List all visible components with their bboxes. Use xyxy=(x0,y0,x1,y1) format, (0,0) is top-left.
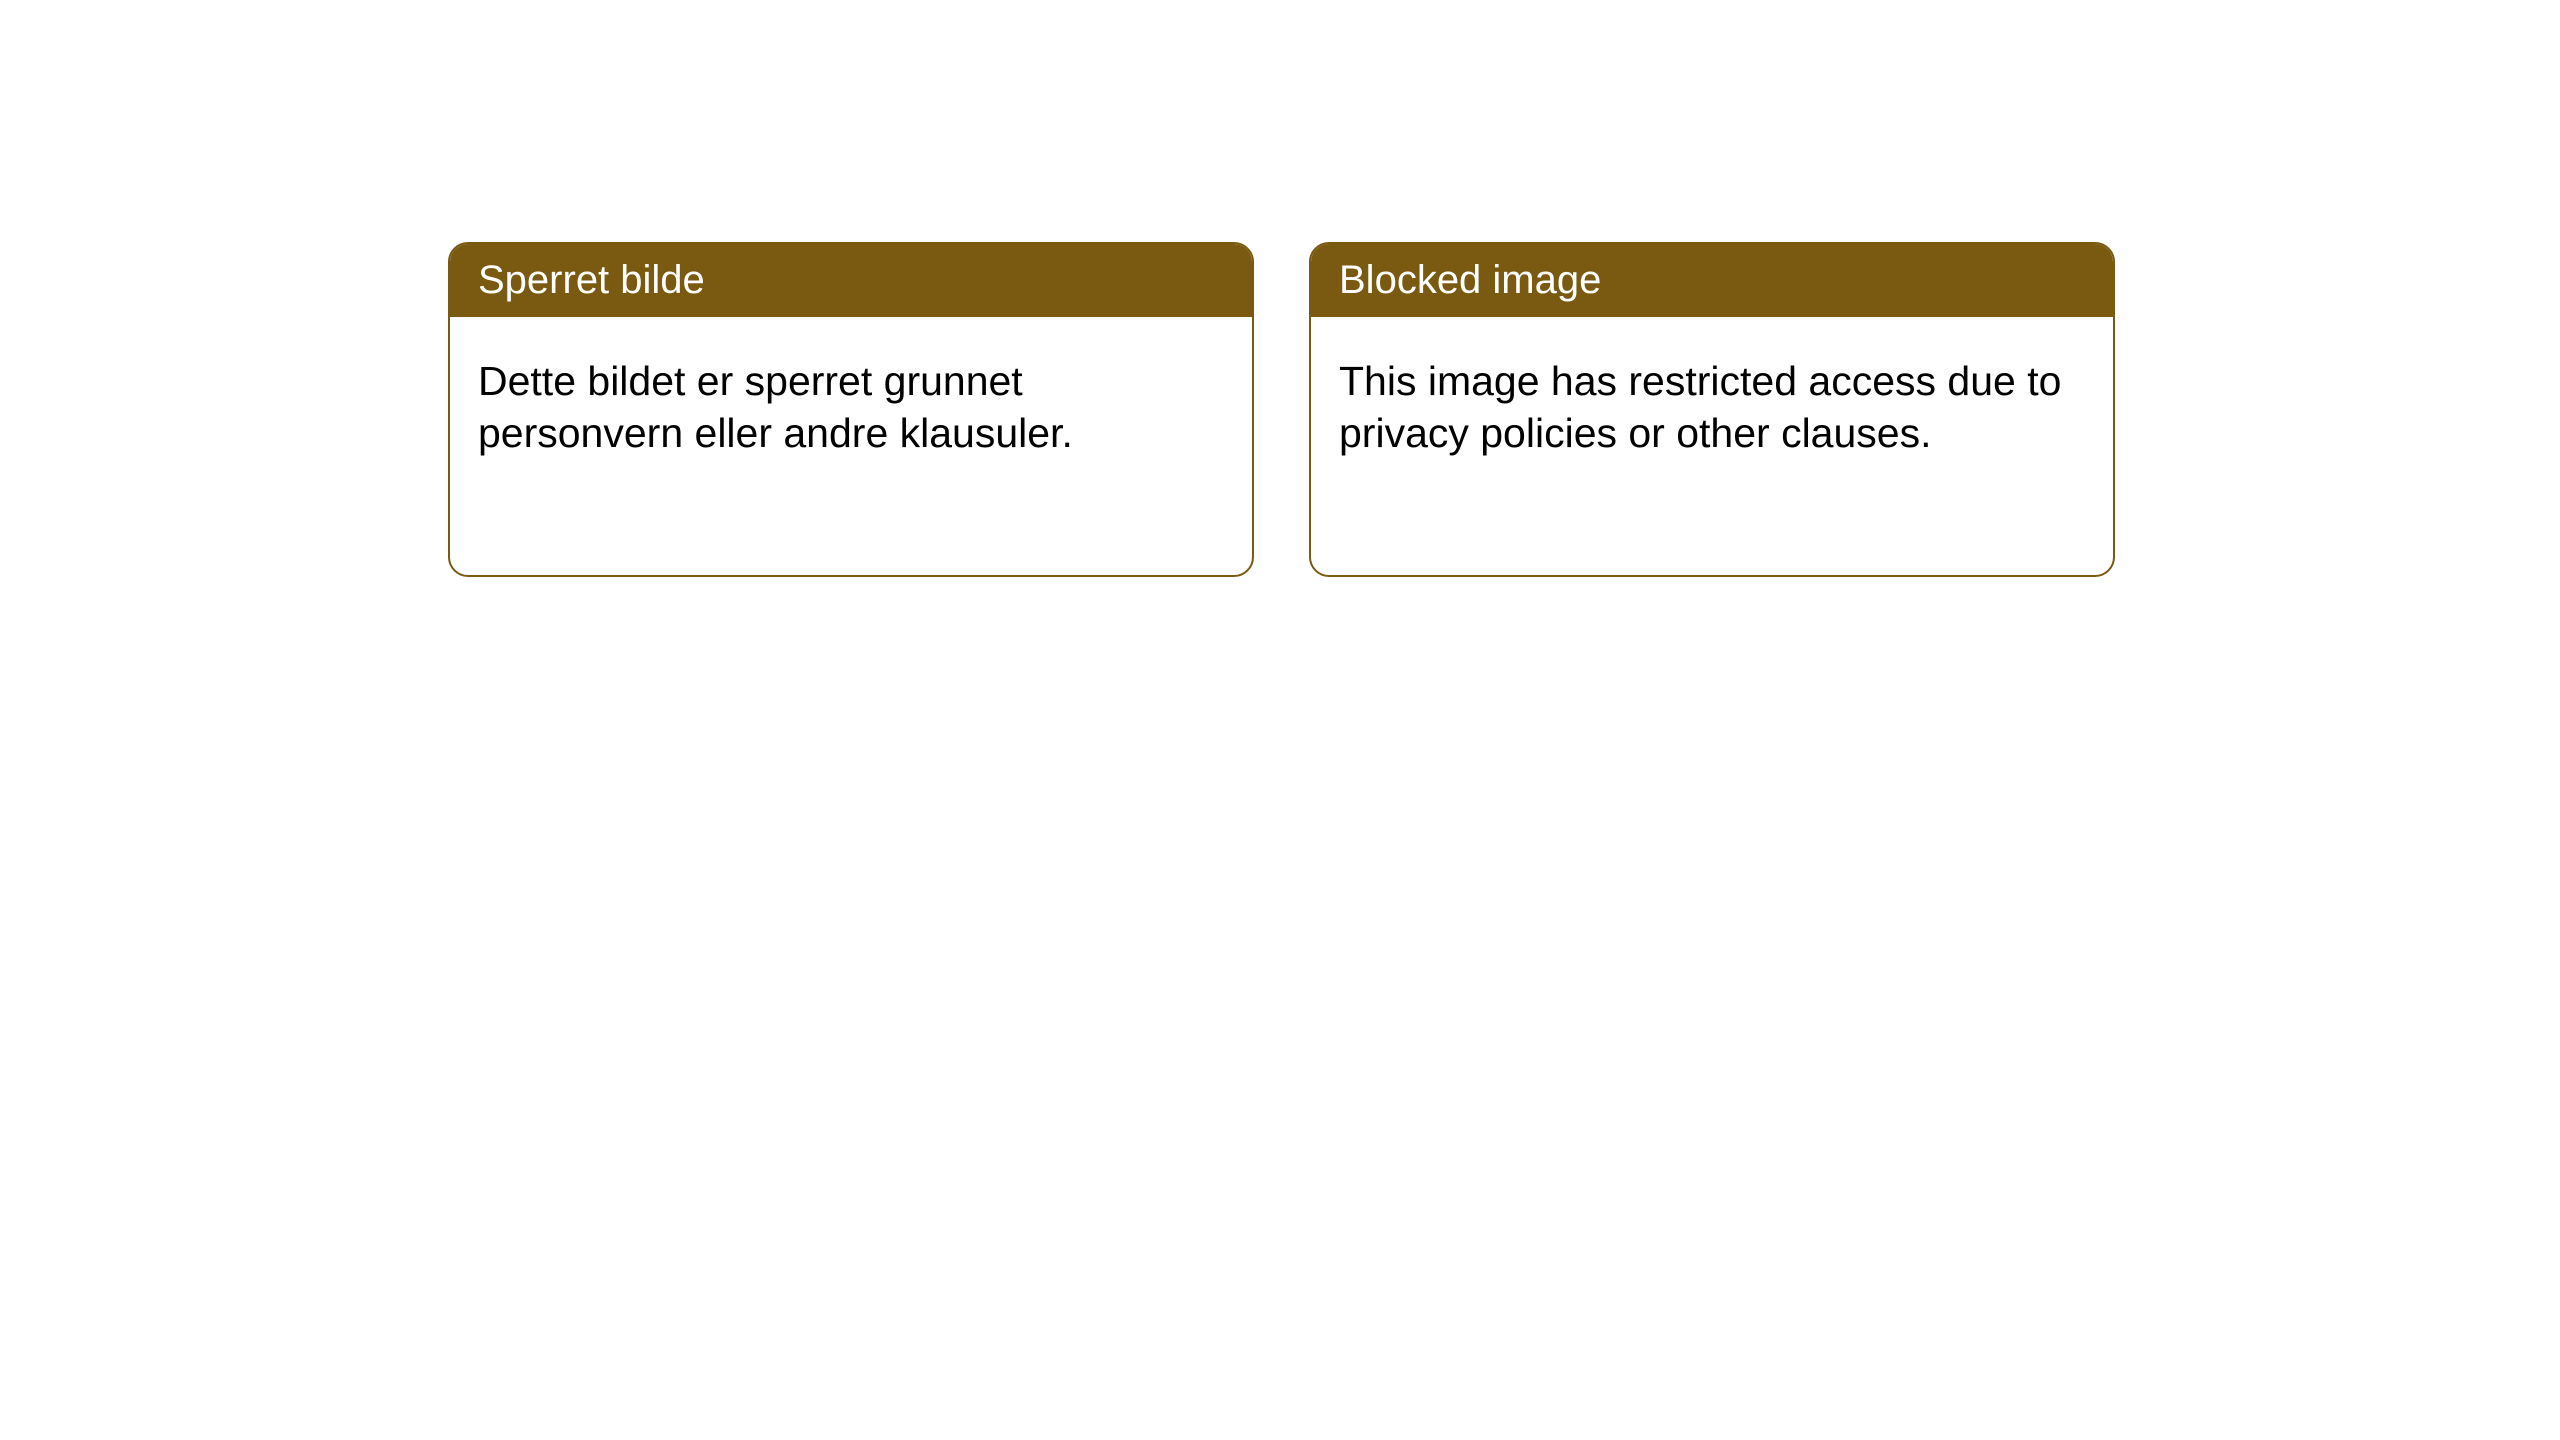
notice-message: This image has restricted access due to … xyxy=(1339,358,2061,456)
notice-title: Blocked image xyxy=(1339,258,1601,302)
notice-header: Sperret bilde xyxy=(450,244,1252,317)
notice-body: This image has restricted access due to … xyxy=(1311,317,2113,498)
notice-title: Sperret bilde xyxy=(478,258,705,302)
notice-card-norwegian: Sperret bilde Dette bildet er sperret gr… xyxy=(448,242,1254,577)
notice-body: Dette bildet er sperret grunnet personve… xyxy=(450,317,1252,498)
notice-header: Blocked image xyxy=(1311,244,2113,317)
notice-message: Dette bildet er sperret grunnet personve… xyxy=(478,358,1073,456)
notice-container: Sperret bilde Dette bildet er sperret gr… xyxy=(0,0,2560,577)
notice-card-english: Blocked image This image has restricted … xyxy=(1309,242,2115,577)
